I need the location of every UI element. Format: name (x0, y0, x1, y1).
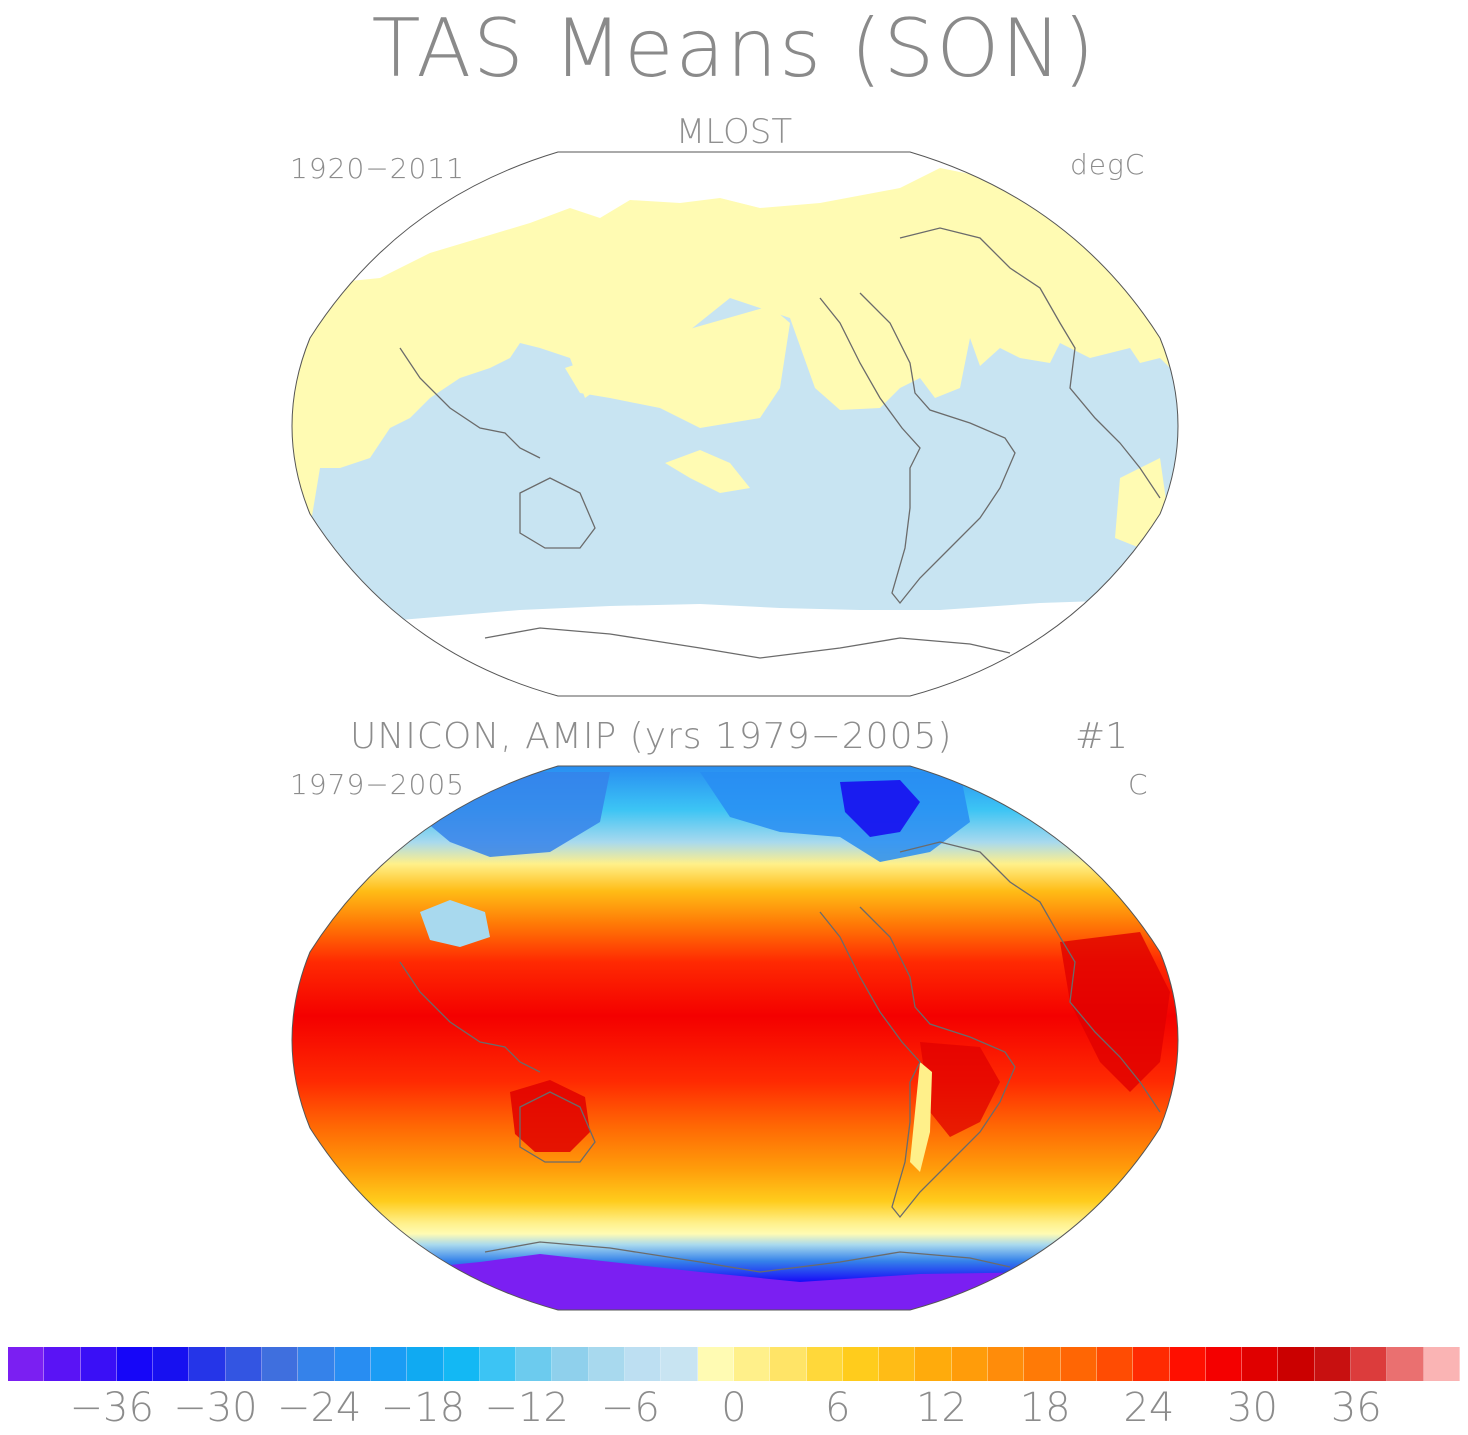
panel-1-warm-region-north-pacific (565, 306, 790, 428)
panel-1-globe-outline (291, 151, 1179, 697)
colorbar-segment (1387, 1347, 1424, 1381)
panel-2-title: UNICON, AMIP (yrs 1979−2005) (350, 716, 953, 757)
colorbar-tick-labels: −36 −30 −24 −18 −12 −6 0 6 12 18 24 30 36 (8, 1385, 1460, 1435)
colorbar-segment (1024, 1347, 1061, 1381)
panel-2-run-label: #1 (1075, 716, 1129, 757)
colorbar-segment (1133, 1347, 1170, 1381)
colorbar-segment (625, 1347, 662, 1381)
colorbar-segment (407, 1347, 444, 1381)
colorbar-segment (1314, 1347, 1351, 1381)
colorbar-tick-label: 30 (1227, 1385, 1279, 1431)
panel-1-missing-data-south (292, 598, 1178, 696)
figure-title: TAS Means (SON) (371, 2, 1097, 95)
colorbar-segment (1278, 1347, 1315, 1381)
colorbar-segment (951, 1347, 989, 1381)
colorbar-segment (842, 1347, 880, 1381)
colorbar-segment (516, 1347, 553, 1381)
colorbar-segment (588, 1347, 626, 1381)
colorbar-segment (1205, 1347, 1243, 1381)
colorbar-segment (116, 1347, 154, 1381)
colorbar-segment (915, 1347, 952, 1381)
colorbar-segment (1060, 1347, 1097, 1381)
panel-2-cold-region-greenland (840, 780, 920, 837)
colorbar-segment (806, 1347, 843, 1381)
panel-2-map (291, 765, 1179, 1311)
colorbar-tick-label: −18 (380, 1385, 466, 1431)
panel-2-hot-region-africa (1060, 932, 1170, 1092)
panel-1-missing-data-north (292, 152, 1178, 288)
colorbar-segment (1423, 1347, 1460, 1381)
panel-2-period: 1979−2005 (290, 768, 465, 801)
panel-1-title: MLOST (675, 112, 793, 152)
panel-1-period: 1920−2011 (290, 152, 465, 185)
colorbar-segment (44, 1347, 81, 1381)
colorbar-segment (80, 1347, 117, 1381)
panel-1-warm-region-south-pacific (665, 450, 750, 493)
colorbar-tick-label: −36 (69, 1385, 154, 1431)
colorbar-segment (733, 1347, 771, 1381)
colorbar-segment (443, 1347, 480, 1381)
colorbar-segment (988, 1347, 1025, 1381)
colorbar-segment (189, 1347, 226, 1381)
colorbar-segment (479, 1347, 517, 1381)
panel-1-map (291, 151, 1179, 697)
colorbar-tick-label: −12 (484, 1385, 569, 1431)
panel-1-warm-region-north (292, 152, 1178, 478)
colorbar-segment (370, 1347, 408, 1381)
colorbar-tick-label: 0 (721, 1385, 747, 1431)
colorbar-segment (697, 1347, 734, 1381)
colorbar-segment (153, 1347, 190, 1381)
panel-2-globe-background (292, 766, 1178, 1310)
panel-1-warm-region-asia (480, 268, 524, 338)
panel-2-hot-region-australia (510, 1080, 590, 1152)
panel-1-units: degC (1070, 148, 1146, 181)
colorbar-tick-label: −24 (276, 1385, 362, 1431)
colorbar-segment (8, 1347, 45, 1381)
panel-2-units: C (1128, 768, 1148, 801)
colorbar-segment (770, 1347, 807, 1381)
colorbar-segment (1096, 1347, 1134, 1381)
colorbar-tick-label: 12 (915, 1385, 967, 1431)
colorbar-segment (552, 1347, 589, 1381)
colorbar (8, 1347, 1460, 1381)
colorbar-tick-label: 6 (824, 1385, 851, 1431)
panel-2-cool-region-andes (910, 1062, 932, 1172)
colorbar-tick-label: 24 (1123, 1385, 1175, 1431)
colorbar-segment (1169, 1347, 1206, 1381)
panel-2-cold-region-tibet (420, 900, 490, 947)
colorbar-tick-label: −30 (173, 1385, 258, 1431)
colorbar-tick-label: 36 (1330, 1385, 1382, 1431)
colorbar-tick-label: 18 (1019, 1385, 1071, 1431)
colorbar-segment (879, 1347, 916, 1381)
panel-2-globe-outline (291, 765, 1179, 1311)
colorbar-tick-label: −6 (600, 1385, 660, 1431)
colorbar-segment (1242, 1347, 1279, 1381)
colorbar-segment (225, 1347, 263, 1381)
colorbar-segment (661, 1347, 698, 1381)
colorbar-segment (334, 1347, 371, 1381)
panel-2-hot-region-south-america (920, 1042, 1000, 1137)
colorbar-segment (1350, 1347, 1388, 1381)
colorbar-segment (298, 1347, 335, 1381)
colorbar-segment (262, 1347, 299, 1381)
